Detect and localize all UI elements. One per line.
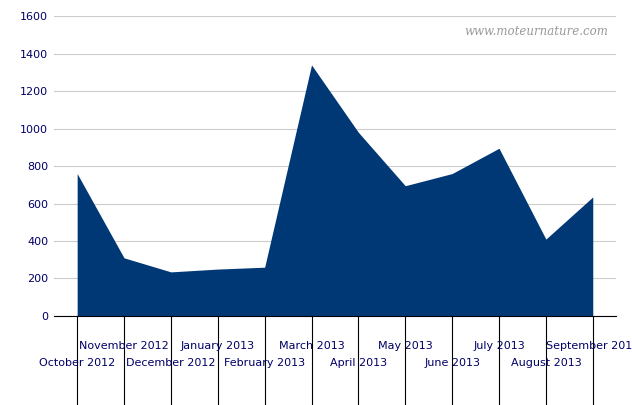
Text: November 2012: November 2012 [79, 341, 169, 351]
Text: July 2013: July 2013 [473, 341, 525, 351]
Text: May 2013: May 2013 [378, 341, 433, 351]
Text: www.moteurnature.com: www.moteurnature.com [464, 25, 608, 38]
Text: April 2013: April 2013 [330, 358, 387, 368]
Text: October 2012: October 2012 [39, 358, 115, 368]
Text: August 2013: August 2013 [511, 358, 581, 368]
Text: March 2013: March 2013 [279, 341, 344, 351]
Text: January 2013: January 2013 [181, 341, 255, 351]
Text: June 2013: June 2013 [424, 358, 480, 368]
Text: February 2013: February 2013 [224, 358, 305, 368]
Text: December 2012: December 2012 [126, 358, 216, 368]
Text: September 2013: September 2013 [546, 341, 632, 351]
